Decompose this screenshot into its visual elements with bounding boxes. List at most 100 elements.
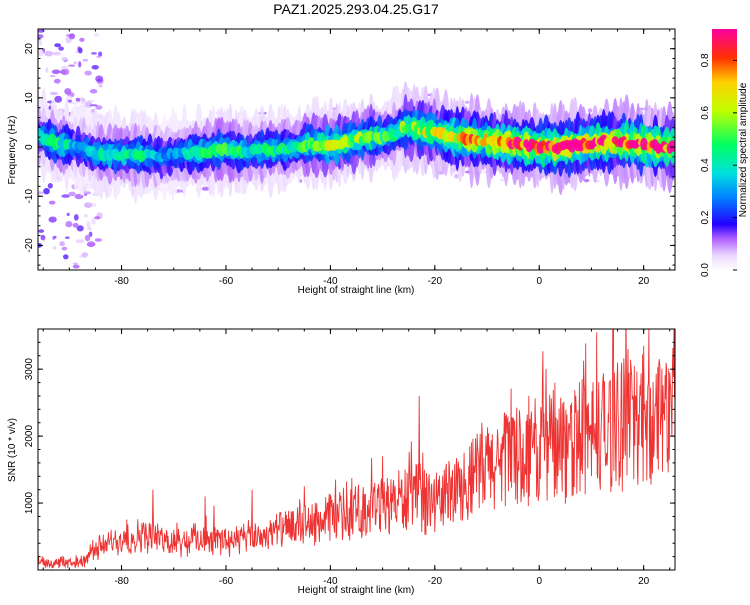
spectral-blob (76, 225, 84, 232)
spectral-blob (464, 100, 470, 104)
spectral-blob (48, 200, 56, 205)
spectrogram-y-ticks: -20 -10 0 10 20 (24, 28, 675, 266)
spectral-blob (79, 37, 85, 42)
x-tick-label: -80 (114, 576, 129, 587)
spectral-blob (90, 52, 98, 55)
spectral-blob (90, 202, 97, 207)
spectral-blob (38, 34, 44, 39)
snr-y-axis-label: SNR (10 * v/v) (7, 418, 18, 482)
spectral-blob (68, 64, 76, 67)
spectrogram-heatmap (38, 29, 675, 269)
y-tick-label: 20 (24, 43, 35, 55)
spectral-blob (61, 246, 68, 251)
spectral-blob (67, 99, 72, 103)
colorbar-tick-label: 0.4 (700, 158, 711, 172)
x-tick-label: 0 (536, 576, 542, 587)
spectral-blob (48, 216, 57, 223)
spectrogram-x-ticks: -80 -60 -40 -20 0 20 (42, 29, 671, 287)
spectral-blob (38, 49, 44, 57)
spectral-blob (89, 104, 98, 107)
spectral-blob (43, 188, 50, 195)
x-tick-label: -60 (219, 576, 234, 587)
spectral-blob (583, 179, 590, 183)
spectral-blob (66, 212, 70, 217)
spectral-blob (98, 51, 103, 57)
spectral-blob (53, 235, 57, 239)
spectral-blob (88, 231, 93, 237)
spectral-blob (96, 55, 101, 59)
spectral-blob (38, 191, 44, 195)
spectral-blob (84, 214, 88, 218)
spectral-blob (96, 78, 103, 82)
spectral-blob (84, 234, 91, 242)
spectral-blob (75, 239, 85, 244)
chart-title: PAZ1.2025.293.04.25.G17 (273, 1, 439, 17)
spectral-blob (54, 95, 63, 103)
y-tick-label: 1000 (24, 491, 35, 514)
spectral-blob (40, 234, 46, 241)
colorbar-gradient (712, 29, 737, 270)
x-tick-label: 20 (638, 576, 650, 587)
spectral-blob (94, 33, 100, 37)
snr-panel: -80 -60 -40 -20 0 20 1000 2000 3000 Height of s… (7, 328, 676, 596)
spectral-blob (73, 214, 79, 221)
spectral-blob (84, 70, 92, 76)
spectral-blob (52, 246, 57, 250)
spectral-blob (59, 241, 65, 247)
y-tick-label: 3000 (24, 358, 35, 381)
colorbar-label: Normalized spectral amplitude (738, 82, 749, 217)
spectral-blob (68, 191, 76, 197)
x-tick-label: -80 (114, 276, 129, 287)
spectral-blob (52, 51, 62, 56)
spectral-blob (81, 252, 89, 258)
colorbar-tick-label: 0.2 (700, 210, 711, 224)
spectral-blob (49, 91, 58, 96)
spectral-blob (82, 58, 89, 62)
snr-line (38, 329, 675, 569)
spectral-blob (98, 84, 103, 88)
spectral-blob (84, 190, 90, 195)
spectral-blob (91, 65, 99, 70)
x-tick-label: -20 (428, 276, 443, 287)
spectral-blob (91, 218, 96, 225)
spectrogram-y-axis-label: Frequency (Hz) (7, 116, 18, 185)
spectral-blob (75, 97, 80, 102)
spectral-blob (201, 186, 210, 191)
spectral-blob (94, 238, 102, 242)
spectral-blob (38, 229, 45, 233)
spectral-blob (54, 43, 61, 48)
spectral-blob (53, 78, 61, 84)
spectral-blob (86, 241, 96, 248)
spectral-blob (72, 264, 80, 269)
y-tick-label: 10 (24, 92, 35, 104)
spectral-ridge-cell (668, 140, 675, 152)
snr-series (38, 329, 675, 569)
x-tick-label: 20 (638, 276, 650, 287)
spectral-blob (60, 68, 70, 76)
spectrogram-x-axis-label: Height of straight line (km) (298, 285, 415, 296)
spectral-blob (39, 41, 42, 46)
y-tick-label: 0 (24, 144, 35, 150)
x-tick-label: -40 (323, 276, 338, 287)
spectral-blob (95, 105, 103, 110)
colorbar: 0.0 0.2 0.4 0.6 0.8 Normalized spectral ampl… (700, 29, 749, 277)
spectral-blob (84, 101, 93, 109)
spectral-blob (60, 56, 68, 61)
spectral-blob (587, 108, 593, 113)
spectral-blob (61, 194, 70, 198)
spectral-blob (64, 88, 72, 95)
spectral-blob (74, 193, 84, 200)
spectral-blob (78, 61, 82, 68)
spectral-blob (44, 50, 54, 57)
snr-y-ticks: 1000 2000 3000 (24, 328, 675, 558)
colorbar-tick-label: 0.0 (700, 263, 711, 277)
spectral-blob (60, 65, 69, 70)
spectral-blob (454, 174, 459, 179)
spectral-blob (51, 69, 61, 75)
spectrogram-panel: -80 -60 -40 -20 0 20 -20 -10 0 10 20 Height of st… (7, 28, 676, 296)
x-tick-label: -20 (428, 576, 443, 587)
spectral-blob (65, 220, 73, 228)
colorbar-ticks: 0.0 0.2 0.4 0.6 0.8 (700, 53, 737, 277)
spectral-blob (73, 61, 77, 65)
spectral-blob (68, 33, 76, 40)
